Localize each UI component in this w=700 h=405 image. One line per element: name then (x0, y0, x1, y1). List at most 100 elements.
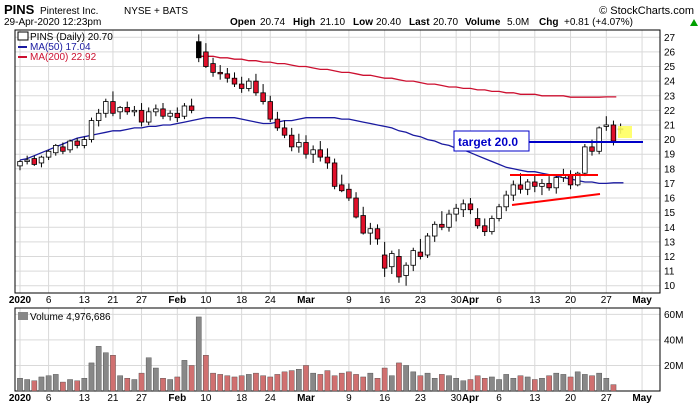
candle-body (524, 181, 531, 190)
candle-body (331, 162, 338, 187)
candle-body (510, 184, 517, 196)
x-tick-label: 30 (451, 295, 463, 306)
volume-bar (267, 376, 274, 392)
candle-body (410, 250, 416, 266)
candle-body (131, 109, 138, 113)
volume-bar (553, 372, 560, 392)
volume-bar (181, 360, 188, 392)
candle-body (360, 215, 366, 234)
volume-bar (546, 375, 552, 392)
candle-body (489, 218, 495, 233)
x-tick-label: Apr (462, 393, 479, 404)
candle-body (567, 174, 574, 186)
volume-legend: Volume 4,976,686 (18, 312, 111, 323)
volume-bar (274, 374, 281, 392)
candle-body (253, 80, 259, 94)
price-tick-label: 13 (664, 237, 676, 248)
up-triangle-icon (690, 19, 698, 26)
x-tick-label: 13 (529, 393, 541, 404)
volume-bar (210, 372, 216, 392)
price-tick-label: 11 (664, 267, 675, 278)
candle-body (45, 150, 52, 158)
candle-body (81, 139, 88, 146)
candle-body (67, 140, 73, 151)
candle-body (474, 218, 481, 227)
x-tick-label: 2020 (9, 295, 32, 306)
x-tick-label: May (632, 295, 652, 306)
volume-bar (582, 374, 588, 392)
price-grid (15, 30, 660, 293)
candle-body (224, 73, 231, 79)
candle-body (546, 183, 552, 189)
volume-bar (17, 378, 23, 392)
candle-body (431, 223, 438, 237)
x-tick-label: 27 (136, 393, 148, 404)
volume-bar (467, 379, 474, 392)
candle-body (310, 149, 316, 155)
candle-body (38, 156, 45, 164)
x-tick-label: 18 (236, 393, 248, 404)
candle-body (124, 107, 130, 113)
x-tick-label: 16 (379, 295, 391, 306)
candle-body (417, 251, 424, 257)
x-tick-label: 9 (346, 295, 352, 306)
price-tick-label: 26 (664, 47, 676, 58)
price-tick-label: 20 (664, 135, 676, 146)
volume-panel-frame (14, 307, 661, 392)
candle-body (317, 149, 323, 158)
candle-body (596, 127, 602, 152)
x-tick-label: 18 (236, 295, 248, 306)
volume-bar (481, 378, 488, 392)
volume-bar (224, 375, 231, 392)
volume-bar (188, 365, 195, 392)
volume-bar (560, 374, 567, 392)
volume-bar (424, 372, 431, 392)
candle-body (403, 264, 409, 276)
volume-bar (460, 380, 467, 392)
candle-body (210, 63, 216, 73)
volume-bar (317, 374, 324, 392)
high-label: High (293, 17, 315, 28)
candle-body (353, 197, 359, 218)
volume-bar (367, 372, 374, 392)
x-tick-label: 6 (46, 393, 52, 404)
price-tick-label: 24 (664, 77, 676, 88)
candle-body (88, 120, 95, 140)
x-tick-label: 13 (529, 295, 541, 306)
watermark: © StockCharts.com (599, 5, 694, 17)
volume-bar (231, 376, 238, 392)
volume-bar (524, 376, 531, 392)
support-line (511, 193, 601, 206)
candle-body (532, 181, 538, 187)
candle-body (610, 124, 617, 142)
volume-bar (310, 372, 316, 392)
candle-body (496, 206, 502, 219)
price-tick-label: 10 (664, 281, 676, 292)
volume-bar (31, 380, 38, 392)
volume-bar (610, 384, 617, 392)
price-tick-label: 25 (664, 62, 676, 73)
candle-body (303, 142, 309, 155)
candle-body (603, 124, 609, 127)
x-tick-label: 27 (601, 295, 613, 306)
volume-bar (360, 376, 367, 392)
volume-bar (303, 365, 309, 392)
x-tick-label: 21 (107, 393, 119, 404)
volume-axis: 20M 40M 60M (664, 310, 683, 372)
price-tick-label: 19 (664, 150, 676, 161)
candle-body (374, 228, 381, 240)
volume-bar (503, 374, 510, 392)
volume-bar (603, 378, 610, 392)
volume-bar (338, 372, 345, 392)
volume-bar (124, 378, 131, 392)
candle-body (274, 118, 281, 129)
legend-ma200: MA(200) 22.92 (30, 52, 97, 63)
x-tick-label: 6 (46, 295, 52, 306)
candle-body (324, 156, 331, 164)
x-tick-label: 23 (415, 295, 427, 306)
candle-body (217, 71, 223, 75)
volume-bar (446, 375, 452, 392)
ma50-line-layer (19, 117, 624, 185)
candle-body (117, 107, 123, 113)
